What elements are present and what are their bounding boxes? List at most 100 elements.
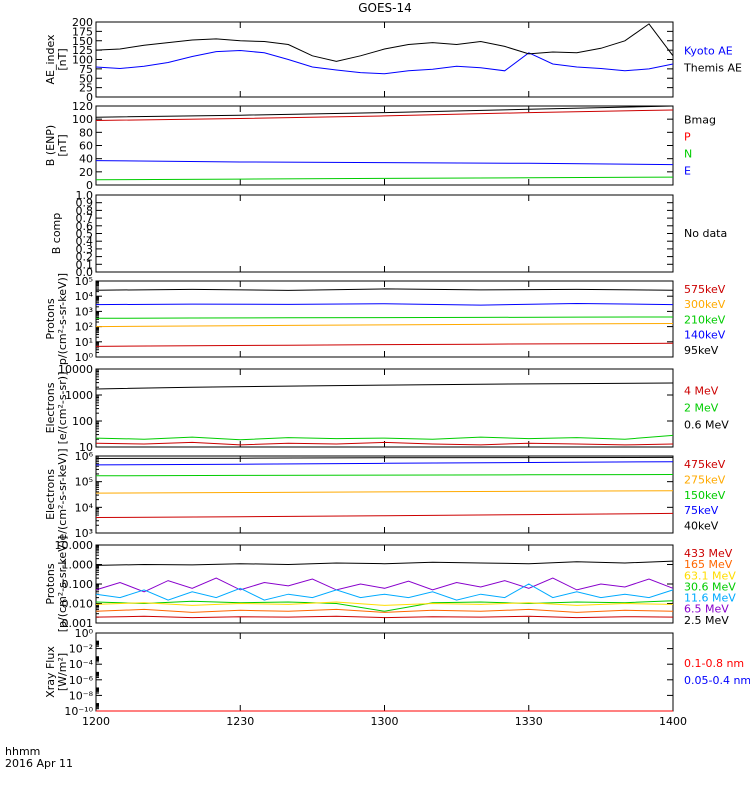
legend-item: 575keV xyxy=(684,283,726,296)
y-tick-label: 25 xyxy=(79,82,93,95)
legend-item: 30.6 MeV xyxy=(684,580,736,593)
y-axis-label: B comp xyxy=(50,213,63,255)
series-300kev xyxy=(95,323,674,328)
legend-item: No data xyxy=(684,227,727,240)
y-axis-label-line: p/(cm²-s-sr-keV)] xyxy=(56,273,69,365)
series-0-6-mev xyxy=(95,382,674,390)
series-63-1-mev xyxy=(95,601,674,606)
y-axis-label-line: [e/(cm²-s-sr)] xyxy=(56,372,69,445)
y-axis-label-line: Electrons xyxy=(44,382,57,433)
legend-item: 475keV xyxy=(684,458,726,471)
series-n xyxy=(95,176,674,181)
y-tick-label: 10⁻² xyxy=(69,643,93,656)
series-210kev xyxy=(95,316,674,319)
y-tick-label: 10⁶ xyxy=(75,450,94,463)
y-tick-label: 10⁵ xyxy=(75,275,93,288)
series-433-mev xyxy=(95,615,674,619)
y-tick-label: 10000 xyxy=(58,363,93,376)
y-tick-label: 175 xyxy=(72,25,93,38)
legend-item: 140keV xyxy=(684,329,726,342)
legend-item: Themis AE xyxy=(683,62,742,75)
legend-item: 11.6 MeV xyxy=(684,592,736,605)
series-p xyxy=(95,109,674,121)
panel-bcomp: 0.00.10.20.30.40.50.60.70.80.91.0 B comp N… xyxy=(50,189,727,279)
y-axis-label-line: Protons xyxy=(44,298,57,339)
x-tick-label: 1400 xyxy=(659,715,687,728)
y-tick-label: 100 xyxy=(72,415,93,428)
legend-item: N xyxy=(684,148,692,161)
legend-item: 0.1-0.8 nm xyxy=(684,657,744,670)
legend-item: 210keV xyxy=(684,313,726,326)
x-tick-label: 1300 xyxy=(371,715,399,728)
series-kyoto-ae xyxy=(95,49,674,75)
series-4-mev xyxy=(95,441,674,446)
legend-item: Kyoto AE xyxy=(684,45,733,58)
y-axis-label-line: e/(cm²-s-sr-keV)] xyxy=(56,449,69,541)
y-axis-label: AE_index[nT] xyxy=(44,34,69,85)
y-axis-label-line: Protons xyxy=(44,563,57,604)
legend-item: 0.05-0.4 nm xyxy=(684,674,750,687)
y-tick-label: 150 xyxy=(72,35,93,48)
y-tick-label: 100 xyxy=(72,54,93,67)
series-30-6-mev xyxy=(95,600,674,612)
panel-frame xyxy=(95,105,674,186)
panel-xray: 10⁻¹⁰ 10⁻⁸ 10⁻⁶ 10⁻⁴ 10⁻² 10⁰ Xray Flux[W/m²] 0… xyxy=(44,627,750,718)
y-axis-label: Electronse/(cm²-s-sr-keV)] xyxy=(44,449,69,541)
series-475kev xyxy=(95,512,674,518)
y-tick-label: 10¹ xyxy=(75,336,93,349)
y-tick-label: 20 xyxy=(79,166,93,179)
footer-date: 2016 Apr 11 xyxy=(5,757,73,770)
y-tick-label: 0.0 xyxy=(76,266,94,279)
series-bmag xyxy=(95,105,674,118)
y-tick-label: 75 xyxy=(79,63,93,76)
y-tick-label: 100 xyxy=(72,113,93,126)
panel-protons_hi: 0.0010.0100.1001.00010.000Protons[p/(cm²… xyxy=(44,536,736,633)
series-2-mev xyxy=(95,434,674,441)
y-tick-label: 120 xyxy=(72,100,93,113)
legend-item: 2 MeV xyxy=(684,402,719,415)
series-2-5-mev xyxy=(95,560,674,566)
legend-item: 4 MeV xyxy=(684,385,719,398)
y-tick-label: 0.100 xyxy=(62,578,94,591)
y-tick-label: 0.1 xyxy=(76,258,94,271)
y-axis-label: Protonsp/(cm²-s-sr-keV)] xyxy=(44,273,69,365)
y-tick-label: 0.6 xyxy=(76,220,94,233)
y-tick-label: 10.000 xyxy=(55,539,94,552)
y-tick-label: 10⁴ xyxy=(75,290,94,303)
y-tick-label: 10⁻⁴ xyxy=(69,658,94,671)
y-tick-label: 10³ xyxy=(75,527,93,540)
y-tick-label: 0.4 xyxy=(76,235,94,248)
y-tick-label: 0 xyxy=(86,179,93,192)
y-tick-label: 10⁻⁶ xyxy=(69,674,94,687)
series-275kev xyxy=(95,490,674,494)
y-axis-label-line: [W/m²] xyxy=(56,653,69,691)
y-tick-label: 1.0 xyxy=(76,189,94,202)
legend-item: 6.5 MeV xyxy=(684,603,729,616)
legend-item: P xyxy=(684,131,691,144)
panel-protons: 10⁰ 10¹ 10² 10³ 10⁴ 10⁵ Protonsp/(cm²-s-sr-keV… xyxy=(44,273,726,365)
legend-item: 275keV xyxy=(684,473,726,486)
series-140kev xyxy=(95,302,674,306)
y-axis-label-line: B (ENP) xyxy=(44,125,57,166)
y-tick-label: 10² xyxy=(75,321,93,334)
legend-item: 0.6 MeV xyxy=(684,419,729,432)
y-axis-label-line: [nT] xyxy=(56,134,69,156)
legend-item: 40keV xyxy=(684,520,719,533)
legend-item: E xyxy=(684,165,691,178)
legend-item: 63.1 MeV xyxy=(684,569,736,582)
y-axis-label-line: Xray Flux xyxy=(44,646,57,698)
y-axis-label-line: [nT] xyxy=(56,48,69,70)
y-axis-label: B (ENP)[nT] xyxy=(44,125,69,166)
y-tick-label: 1000 xyxy=(65,389,93,402)
y-axis-label-line: Electrons xyxy=(44,469,57,520)
y-tick-label: 0.010 xyxy=(62,598,94,611)
y-tick-label: 0.8 xyxy=(76,204,94,217)
y-tick-label: 10⁰ xyxy=(75,351,94,364)
panel-frame xyxy=(95,368,674,448)
y-axis-label: Protons[p/(cm²-s-sr-keV)] xyxy=(44,536,69,633)
y-tick-label: 10⁻⁸ xyxy=(69,689,94,702)
y-tick-label: 0.9 xyxy=(76,197,94,210)
legend-item: Bmag xyxy=(684,114,716,127)
y-tick-label: 40 xyxy=(79,153,93,166)
